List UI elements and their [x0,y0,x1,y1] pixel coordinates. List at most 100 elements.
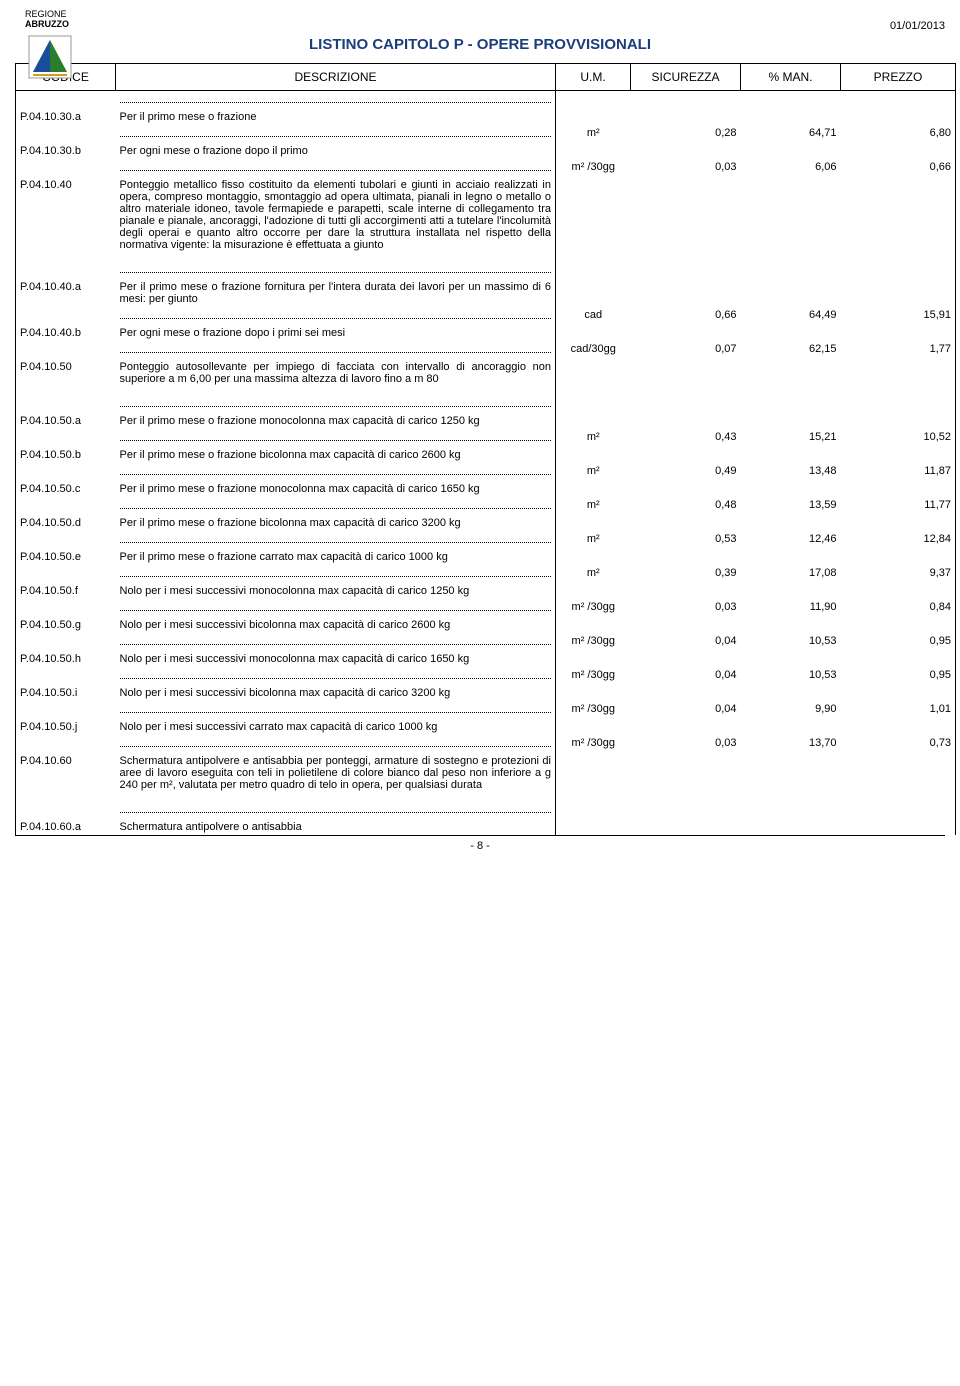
prezzo-cell [841,143,956,159]
um-cell [556,583,631,599]
man-cell [741,177,841,253]
man-cell [741,359,841,387]
desc-cell: Nolo per i mesi successivi bicolonna max… [116,685,556,701]
um-cell [556,515,631,531]
desc-cell: Ponteggio autosollevante per impiego di … [116,359,556,387]
sic-cell: 0,39 [631,565,741,583]
man-cell: 12,46 [741,531,841,549]
sic-cell: 0,48 [631,497,741,515]
code-cell: P.04.10.50.d [16,515,116,531]
man-cell: 64,71 [741,125,841,143]
man-cell: 62,15 [741,341,841,359]
table-row: P.04.10.50.i Nolo per i mesi successivi … [16,685,956,701]
code-cell: P.04.10.60 [16,753,116,793]
flag-icon [25,32,75,82]
prezzo-cell: 11,87 [841,463,956,481]
sic-cell: 0,07 [631,341,741,359]
man-cell [741,325,841,341]
sic-cell: 0,49 [631,463,741,481]
sic-cell [631,481,741,497]
code-cell: P.04.10.50.h [16,651,116,667]
um-cell: m² [556,429,631,447]
prezzo-cell [841,719,956,735]
sic-cell [631,359,741,387]
sic-cell [631,447,741,463]
um-cell [556,819,631,835]
prezzo-cell [841,279,956,307]
sic-cell [631,143,741,159]
um-cell [556,143,631,159]
prezzo-cell: 11,77 [841,497,956,515]
man-cell: 64,49 [741,307,841,325]
table-row: P.04.10.50.h Nolo per i mesi successivi … [16,651,956,667]
man-cell [741,753,841,793]
sic-cell: 0,43 [631,429,741,447]
code-cell: P.04.10.40.b [16,325,116,341]
logo-name-text: ABRUZZO [25,19,69,29]
desc-cell: Nolo per i mesi successivi monocolonna m… [116,583,556,599]
um-cell: cad/30gg [556,341,631,359]
desc-cell: Ponteggio metallico fisso costituito da … [116,177,556,253]
code-cell: P.04.10.50.j [16,719,116,735]
table-row: P.04.10.50.c Per il primo mese o frazion… [16,481,956,497]
table-row: m² 0,48 13,59 11,77 [16,497,956,515]
table-row: m² /30gg 0,03 13,70 0,73 [16,735,956,753]
um-cell: m² /30gg [556,701,631,719]
code-cell: P.04.10.50.b [16,447,116,463]
prezzo-cell [841,109,956,125]
code-cell: P.04.10.50.a [16,413,116,429]
sic-cell: 0,04 [631,633,741,651]
um-cell [556,279,631,307]
sic-cell [631,819,741,835]
desc-cell: Per ogni mese o frazione dopo i primi se… [116,325,556,341]
man-cell [741,481,841,497]
table-row: m² 0,43 15,21 10,52 [16,429,956,447]
prezzo-cell [841,325,956,341]
desc-cell: Per il primo mese o frazione bicolonna m… [116,515,556,531]
man-cell: 6,06 [741,159,841,177]
page-footer: - 8 - [15,835,945,852]
desc-cell: Per ogni mese o frazione dopo il primo [116,143,556,159]
man-cell: 13,59 [741,497,841,515]
man-cell [741,617,841,633]
logo: REGIONE ABRUZZO [25,10,75,85]
sic-cell: 0,28 [631,125,741,143]
logo-region-text: REGIONE [25,9,67,19]
table-row: P.04.10.50.f Nolo per i mesi successivi … [16,583,956,599]
sic-cell: 0,04 [631,701,741,719]
um-cell [556,359,631,387]
document-title: LISTINO CAPITOLO P - OPERE PROVVISIONALI [15,36,945,53]
sic-cell: 0,03 [631,159,741,177]
code-cell: P.04.10.60.a [16,819,116,835]
prezzo-cell [841,515,956,531]
sic-cell: 0,66 [631,307,741,325]
code-cell: P.04.10.40.a [16,279,116,307]
um-cell [556,719,631,735]
table-row: P.04.10.30.a Per il primo mese o frazion… [16,109,956,125]
table-row: cad/30gg 0,07 62,15 1,77 [16,341,956,359]
man-cell [741,109,841,125]
man-cell [741,413,841,429]
sic-cell [631,583,741,599]
prezzo-cell [841,177,956,253]
document-date: 01/01/2013 [15,20,945,32]
prezzo-cell: 12,84 [841,531,956,549]
prezzo-cell: 0,73 [841,735,956,753]
table-row: P.04.10.50.g Nolo per i mesi successivi … [16,617,956,633]
table-row: m² /30gg 0,04 10,53 0,95 [16,633,956,651]
um-cell [556,447,631,463]
man-cell: 15,21 [741,429,841,447]
man-cell [741,515,841,531]
prezzo-cell [841,359,956,387]
sic-cell: 0,03 [631,735,741,753]
table-row: P.04.10.60 Schermatura antipolvere e ant… [16,753,956,793]
um-cell [556,413,631,429]
um-cell [556,549,631,565]
prezzo-cell: 0,84 [841,599,956,617]
desc-cell: Per il primo mese o frazione carrato max… [116,549,556,565]
code-cell: P.04.10.50.e [16,549,116,565]
man-cell: 9,90 [741,701,841,719]
code-cell: P.04.10.50.i [16,685,116,701]
table-row: P.04.10.50 Ponteggio autosollevante per … [16,359,956,387]
table-row [16,793,956,801]
